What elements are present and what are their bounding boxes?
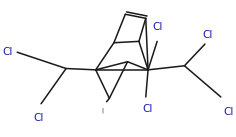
Text: Cl: Cl xyxy=(223,107,233,117)
Text: Cl: Cl xyxy=(34,113,44,123)
Text: Cl: Cl xyxy=(2,47,13,57)
Text: Cl: Cl xyxy=(143,104,153,114)
Text: |: | xyxy=(101,107,103,113)
Text: Cl: Cl xyxy=(152,22,162,32)
Text: Cl: Cl xyxy=(203,30,213,40)
